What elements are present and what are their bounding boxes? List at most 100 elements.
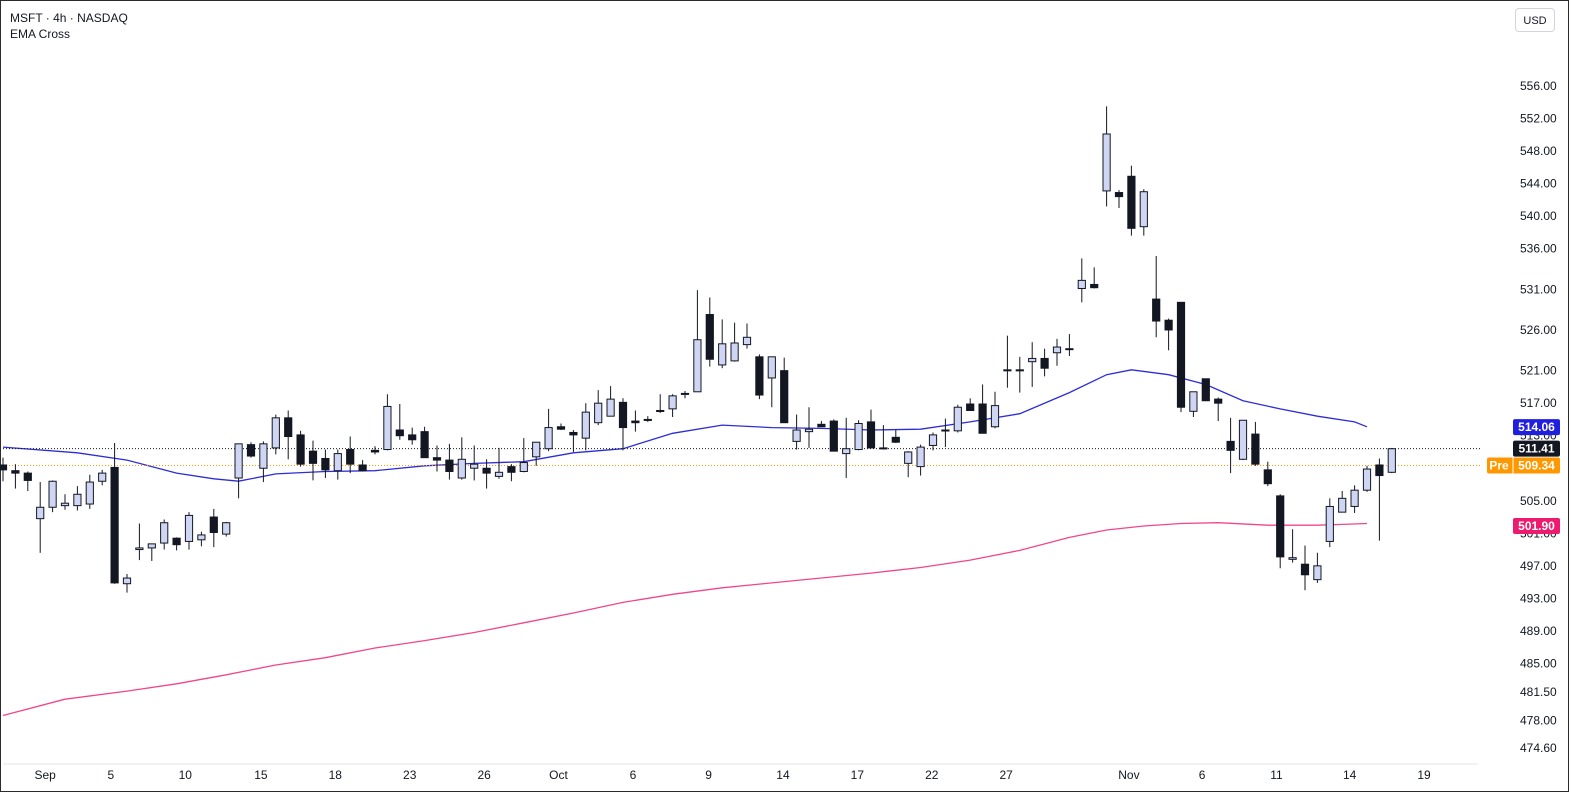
candle [1288, 529, 1297, 563]
candle-body [184, 514, 194, 542]
indicator-name[interactable]: EMA Cross [10, 27, 71, 41]
candle [246, 442, 256, 458]
candle-body [271, 417, 280, 449]
candle [556, 423, 566, 431]
candle-body [1313, 565, 1322, 581]
candle-body [966, 403, 975, 411]
candle-body [98, 472, 107, 482]
candle-body [718, 343, 727, 366]
x-tick-label: 5 [108, 768, 115, 782]
candle [941, 418, 950, 448]
candle [668, 394, 677, 417]
candle-body [321, 457, 330, 471]
candle [1251, 421, 1260, 466]
candle [346, 436, 355, 474]
x-tick-label: 27 [999, 768, 1013, 782]
candle [928, 432, 938, 451]
candle [470, 445, 479, 481]
candle [1052, 338, 1062, 366]
candle [482, 459, 491, 489]
candle-body [767, 356, 776, 379]
ema-short-badge-bg [1513, 419, 1560, 436]
candle-body [581, 411, 590, 439]
candle [209, 508, 218, 548]
y-tick-label: 478.00 [1520, 713, 1557, 727]
candle [879, 425, 888, 450]
candle [792, 414, 801, 450]
candle-body [85, 481, 94, 505]
candle [1325, 498, 1334, 548]
candle [693, 290, 702, 393]
candle-body [48, 480, 57, 508]
y-tick-label: 497.00 [1520, 559, 1557, 573]
candle [1065, 334, 1074, 357]
candle-body [494, 471, 504, 477]
candle-body [742, 336, 752, 346]
candle [85, 474, 94, 509]
y-tick-label: 485.00 [1520, 656, 1557, 670]
candle-body [532, 441, 541, 458]
candle-body [618, 401, 628, 429]
candle [730, 322, 739, 362]
currency-button[interactable]: USD [1515, 8, 1555, 32]
candle-body [1176, 301, 1186, 408]
candle-body [1052, 346, 1062, 354]
x-tick-label: 17 [851, 768, 865, 782]
candle [73, 486, 82, 511]
pre-badge-label: Pre [1489, 458, 1509, 472]
candle-body [1350, 489, 1359, 507]
candle-body [916, 446, 925, 468]
candle-body [1276, 495, 1285, 558]
candle-body [0, 464, 8, 471]
candle [0, 457, 8, 482]
candle [767, 356, 776, 408]
candle [755, 354, 764, 400]
candle-body [23, 472, 32, 481]
pre-badge-value: 509.34 [1518, 458, 1555, 472]
ema-long-badge-text: 501.90 [1518, 519, 1555, 533]
ema-long-badge: 501.90 [1513, 517, 1560, 534]
candle [507, 464, 516, 482]
candle [271, 414, 280, 455]
candle-body [556, 426, 566, 430]
candle [966, 398, 975, 411]
candle-body [1102, 133, 1111, 192]
candle [519, 438, 528, 473]
candle [234, 443, 243, 499]
candle-body [60, 502, 70, 507]
candle-body [705, 314, 714, 360]
candle-body [1251, 433, 1260, 465]
symbol-legend[interactable]: MSFT · 4h · NASDAQ EMA Cross [10, 10, 128, 42]
candle [296, 430, 305, 467]
candle-body [507, 466, 516, 473]
candle [705, 297, 714, 367]
candle-body [1114, 192, 1124, 198]
candle [11, 464, 20, 489]
candle-body [1214, 398, 1223, 404]
candle [197, 531, 206, 547]
candle-body [209, 516, 218, 533]
candle [804, 407, 814, 448]
candle-body [780, 370, 789, 424]
x-tick-label: 9 [705, 768, 712, 782]
candle [1226, 417, 1235, 474]
candle-body [135, 547, 144, 551]
candle [1152, 255, 1161, 338]
x-tick-label: Sep [34, 768, 56, 782]
candle [643, 416, 652, 422]
candle-body [866, 421, 876, 449]
x-tick-label: 26 [477, 768, 491, 782]
ema-short-badge-text: 514.06 [1518, 420, 1555, 434]
candle [36, 482, 45, 553]
candle-body [1387, 448, 1396, 473]
candle-body [569, 431, 578, 436]
candle-body [1300, 563, 1310, 576]
symbol-title[interactable]: MSFT · 4h · NASDAQ [10, 11, 128, 25]
candle-body [110, 466, 119, 584]
candle-body [1040, 357, 1049, 369]
candle [978, 384, 987, 434]
candle-body [792, 429, 801, 442]
candle [308, 440, 318, 481]
candle [98, 469, 107, 486]
